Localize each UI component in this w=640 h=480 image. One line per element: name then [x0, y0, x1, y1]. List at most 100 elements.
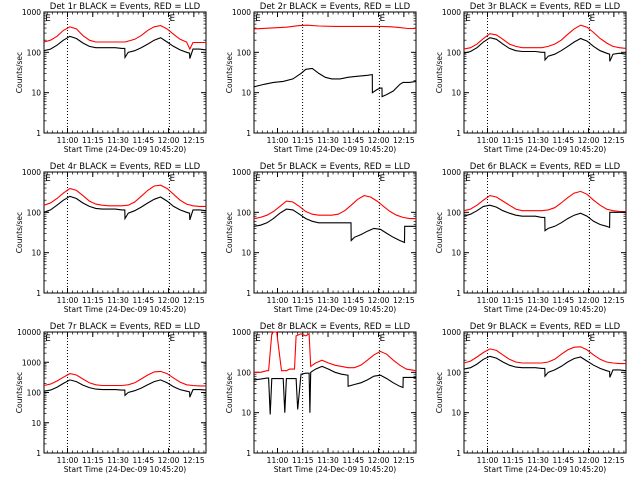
series-line-events [43, 195, 207, 221]
panel-title: Det 6r BLACK = Events, RED = LLD [470, 162, 621, 172]
y-tick-label: 1 [456, 129, 461, 138]
x-tick-label: 11:45 [552, 136, 574, 145]
x-tick-label: 12:00 [368, 456, 390, 465]
marker-e-left: E [465, 334, 471, 344]
series-line-lld [253, 195, 416, 220]
marker-e-right: E [590, 14, 596, 24]
x-tick-label: 11:45 [552, 296, 574, 305]
panel-title: Det 2r BLACK = Events, RED = LLD [260, 2, 411, 12]
detector-panel: Det 2r BLACK = Events, RED = LLD 1 10 100 10… [225, 2, 417, 154]
series-line-events [463, 204, 626, 232]
x-axis-title: Start Time (24-Dec-09 10:45:20) [64, 145, 186, 154]
x-tick-label: 12:15 [393, 456, 415, 465]
x-tick-label: 11:00 [267, 136, 289, 145]
x-tick-label: 11:15 [82, 296, 104, 305]
marker-e-left: E [45, 334, 51, 344]
x-axis-title: Start Time (24-Dec-09 10:45:20) [484, 145, 606, 154]
y-tick-label: 100 [237, 208, 252, 217]
panel-title: Det 4r BLACK = Events, RED = LLD [50, 162, 201, 172]
x-tick-label: 11:15 [502, 456, 524, 465]
y-tick-label: 100 [237, 48, 252, 57]
y-tick-label: 1 [456, 289, 461, 298]
y-tick-label: 10 [451, 89, 461, 98]
y-tick-label: 100 [447, 48, 462, 57]
y-tick-label: 1 [36, 129, 41, 138]
plot-frame [43, 11, 207, 134]
y-tick-label: 100 [447, 368, 462, 377]
series-line-events [43, 35, 207, 60]
series-line-lld [463, 24, 627, 50]
detector-panel: Det 5r BLACK = Events, RED = LLD 1 10 100 10… [225, 162, 417, 314]
x-tick-label: 12:15 [183, 136, 205, 145]
series-line-events [253, 365, 416, 415]
x-tick-label: 11:00 [477, 136, 499, 145]
y-axis-title: Counts/sec [15, 52, 24, 93]
x-axis-title: Start Time (24-Dec-09 10:45:20) [274, 305, 396, 314]
x-tick-label: 11:30 [527, 456, 549, 465]
panel-title: Det 5r BLACK = Events, RED = LLD [260, 162, 411, 172]
y-tick-label: 1000 [232, 8, 251, 17]
detector-panel: Det 3r BLACK = Events, RED = LLD 1 10 100 10… [435, 2, 627, 154]
x-tick-label: 11:15 [82, 456, 104, 465]
x-tick-label: 11:15 [292, 136, 314, 145]
x-tick-label: 11:00 [477, 456, 499, 465]
y-tick-label: 1 [36, 449, 41, 458]
detector-panel: Det 9r BLACK = Events, RED = LLD 1 10 100 10… [435, 322, 627, 474]
x-tick-label: 11:30 [107, 136, 129, 145]
series-line-events [43, 379, 207, 398]
x-tick-label: 12:00 [578, 136, 600, 145]
x-tick-label: 11:00 [477, 296, 499, 305]
y-tick-label: 1000 [22, 8, 41, 17]
y-axis-title: Counts/sec [15, 212, 24, 253]
y-tick-label: 10 [31, 419, 41, 428]
x-tick-label: 12:15 [393, 296, 415, 305]
y-tick-label: 10 [451, 409, 461, 418]
x-tick-label: 11:30 [317, 296, 339, 305]
y-tick-label: 1 [456, 449, 461, 458]
y-tick-label: 10000 [17, 328, 41, 337]
x-tick-label: 11:45 [132, 136, 154, 145]
series-line-lld [43, 370, 206, 387]
panel-title: Det 9r BLACK = Events, RED = LLD [470, 322, 621, 332]
y-tick-label: 1000 [232, 168, 251, 177]
x-tick-label: 12:00 [158, 136, 180, 145]
marker-e-right: E [380, 14, 386, 24]
plot-frame [463, 331, 627, 454]
x-tick-label: 12:15 [603, 296, 625, 305]
y-tick-label: 100 [237, 368, 252, 377]
plot-frame [43, 171, 207, 294]
series-line-events [463, 37, 627, 62]
y-tick-label: 1000 [22, 358, 41, 367]
plot-frame [463, 11, 627, 134]
x-tick-label: 11:45 [342, 136, 364, 145]
x-axis-title: Start Time (24-Dec-09 10:45:20) [274, 145, 396, 154]
x-tick-label: 11:30 [107, 456, 129, 465]
x-tick-label: 12:00 [368, 136, 390, 145]
y-tick-label: 1 [246, 289, 251, 298]
series-line-lld [43, 184, 206, 207]
marker-e-left: E [45, 174, 51, 184]
x-tick-label: 12:00 [578, 456, 600, 465]
x-axis-title: Start Time (24-Dec-09 10:45:20) [484, 305, 606, 314]
y-tick-label: 100 [27, 208, 42, 217]
x-tick-label: 11:30 [527, 296, 549, 305]
x-tick-label: 11:00 [267, 456, 289, 465]
panel-title: Det 3r BLACK = Events, RED = LLD [470, 2, 621, 12]
y-axis-title: Counts/sec [435, 212, 444, 253]
y-tick-label: 10 [241, 409, 251, 418]
detector-panel: Det 4r BLACK = Events, RED = LLD 1 10 100 10… [15, 162, 207, 314]
series-line-events [463, 355, 627, 378]
x-tick-label: 11:45 [132, 296, 154, 305]
x-tick-label: 12:00 [158, 296, 180, 305]
y-tick-label: 1000 [232, 328, 251, 337]
marker-e-right: E [380, 174, 386, 184]
y-tick-label: 1000 [442, 8, 461, 17]
x-tick-label: 11:00 [57, 456, 79, 465]
series-line-events [253, 67, 417, 98]
x-tick-label: 11:15 [502, 296, 524, 305]
detector-panel: Det 1r BLACK = Events, RED = LLD 1 10 100 10… [15, 2, 207, 154]
detector-panel: Det 8r BLACK = Events, RED = LLD 1 10 100 10… [225, 322, 417, 474]
y-axis-title: Counts/sec [435, 372, 444, 413]
marker-e-right: E [170, 14, 176, 24]
series-line-lld [43, 25, 206, 51]
